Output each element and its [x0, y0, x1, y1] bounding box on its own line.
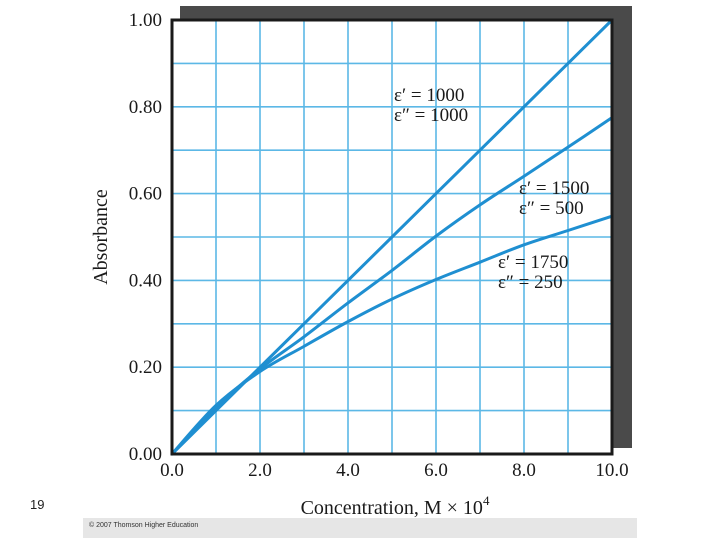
- y-tick-labels: 0.00 0.20 0.40 0.60 0.80 1.00: [129, 10, 162, 465]
- x-tick-label: 6.0: [424, 460, 448, 481]
- x-tick-labels: 0.0 2.0 4.0 6.0 8.0 10.0: [160, 460, 629, 481]
- y-tick-label: 0.40: [129, 270, 162, 291]
- x-tick-label: 0.0: [160, 460, 184, 481]
- annotation-line: ε′ = 1750: [498, 252, 568, 273]
- y-tick-label: 0.00: [129, 444, 162, 465]
- plot-frame: [170, 18, 614, 456]
- x-tick-label: 8.0: [512, 460, 536, 481]
- x-axis-label-exponent: 4: [483, 493, 490, 508]
- x-tick-label: 2.0: [248, 460, 272, 481]
- annotation-line: ε′ = 1500: [519, 178, 589, 199]
- x-axis-label: Concentration, M × 104: [301, 493, 490, 519]
- slide-number: 19: [30, 497, 45, 512]
- y-tick-label: 0.60: [129, 184, 162, 205]
- y-tick-label: 1.00: [129, 10, 162, 31]
- annotation-line: ε″ = 1000: [394, 105, 468, 126]
- y-axis-label: Absorbance: [90, 189, 112, 285]
- annotation-line: ε′ = 1000: [394, 85, 464, 106]
- copyright-bar: © 2007 Thomson Higher Education: [83, 518, 637, 538]
- annotation-line: ε″ = 250: [498, 272, 563, 293]
- series-line-3: [170, 214, 614, 456]
- y-tick-label: 0.20: [129, 357, 162, 378]
- x-axis-label-text: Concentration, M × 10: [301, 497, 483, 519]
- copyright-text: © 2007 Thomson Higher Education: [89, 522, 199, 529]
- series-group: [170, 18, 614, 456]
- annotation-line: ε″ = 500: [519, 198, 584, 219]
- grid: [172, 20, 612, 454]
- y-tick-label: 0.80: [129, 97, 162, 118]
- x-tick-label: 10.0: [595, 460, 628, 481]
- x-tick-label: 4.0: [336, 460, 360, 481]
